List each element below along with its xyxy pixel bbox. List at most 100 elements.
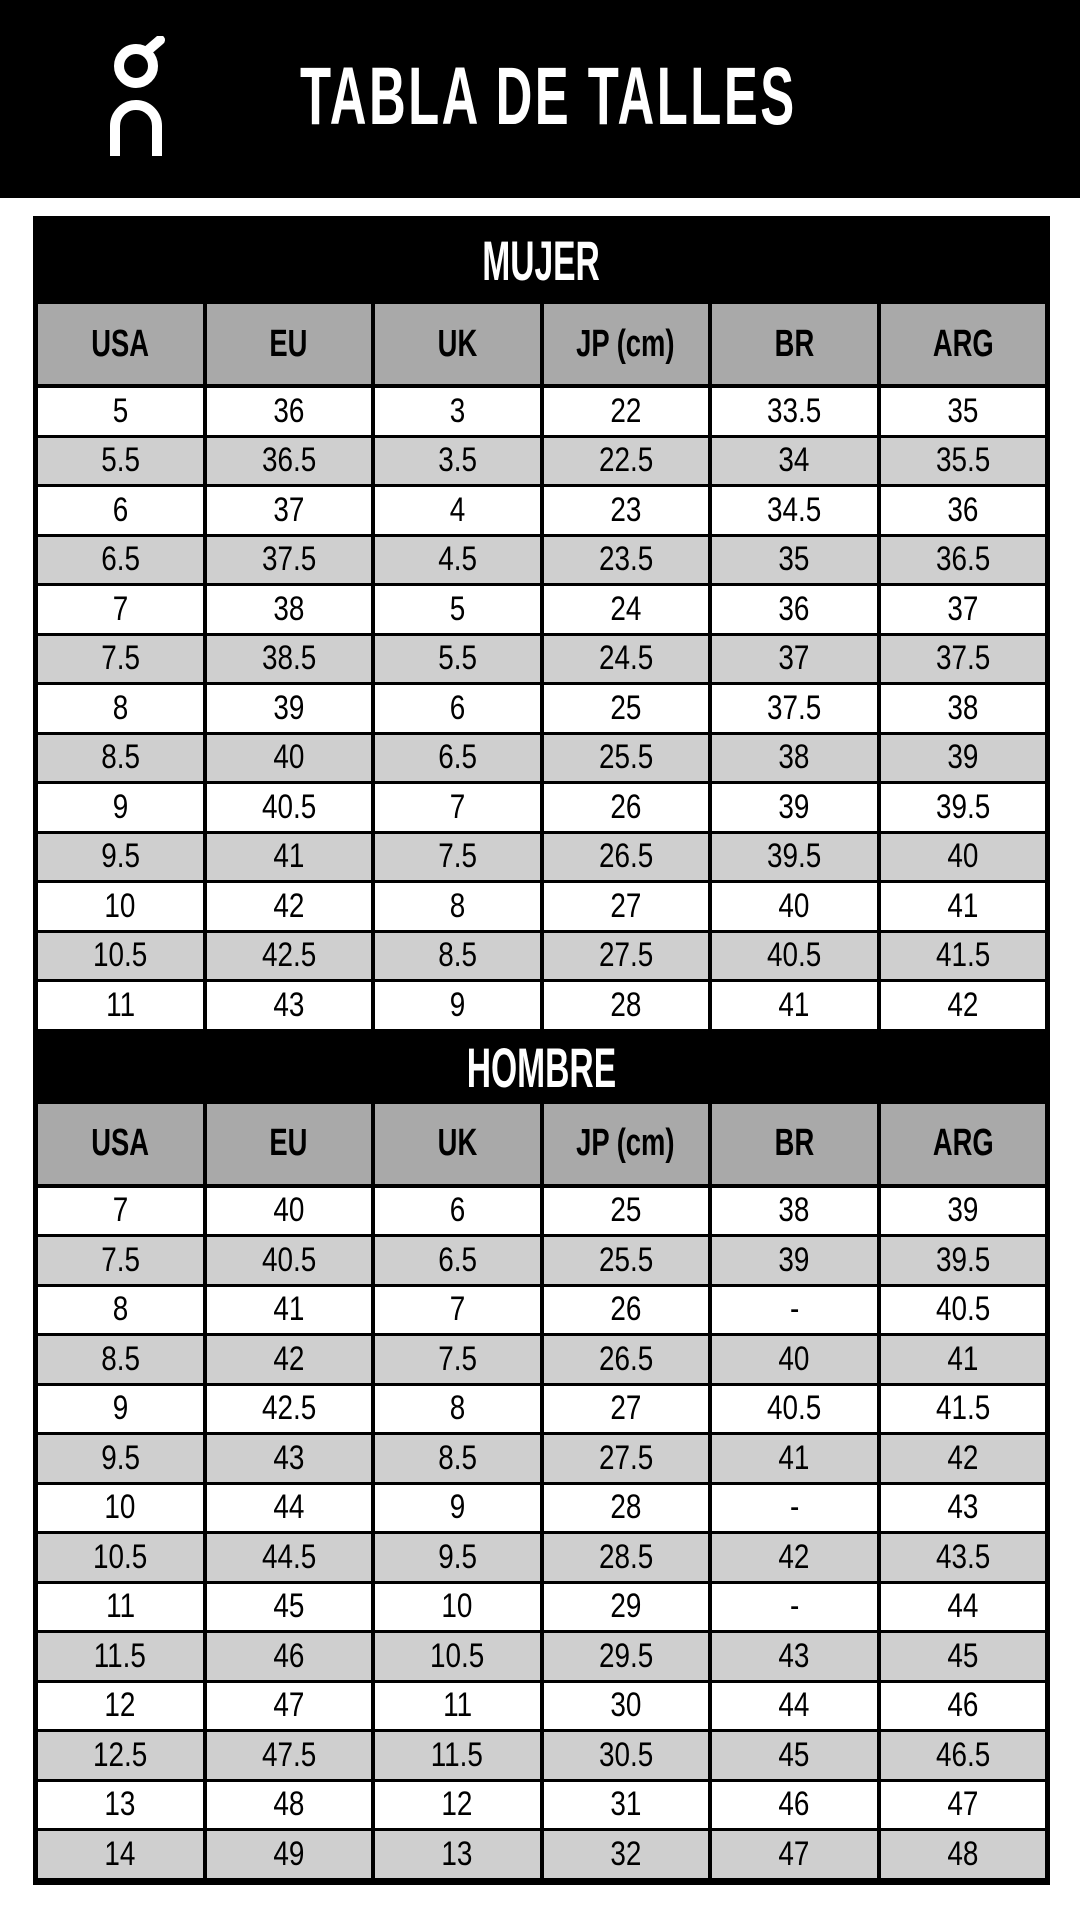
table-cell: 11 (38, 982, 203, 1029)
cell-value: 49 (273, 1834, 305, 1873)
cell-value: 6 (112, 490, 129, 529)
table-row: 6.5 37.5 4.5 23.5 35 36.5 (38, 536, 1045, 583)
cell-value: 42 (273, 1339, 305, 1378)
table-cell: 26 (543, 1286, 708, 1333)
table-cell: 42.5 (206, 932, 371, 979)
table-cell: 7 (38, 586, 203, 633)
table-cell: 7.5 (38, 1237, 203, 1284)
cell-value: 7.5 (100, 639, 140, 678)
table-cell: 38 (712, 734, 877, 781)
cell-value: 3.5 (437, 441, 477, 480)
table-cell: 40 (712, 1336, 877, 1383)
table-cell: 39.5 (880, 784, 1045, 831)
table-row: 11 45 10 29 - 44 (38, 1583, 1045, 1630)
cell-value: 6.5 (437, 738, 477, 777)
column-header: USA (38, 304, 203, 384)
table-cell: - (712, 1484, 877, 1531)
cell-value: 36 (947, 490, 979, 529)
column-header-label: UK (437, 322, 478, 365)
cell-value: 24.5 (598, 639, 653, 678)
column-header-label: JP (cm) (576, 1122, 675, 1164)
cell-value: 8 (449, 1389, 466, 1428)
cell-value: 5 (449, 589, 466, 628)
cell-value: 9 (112, 787, 129, 826)
cell-value: 39.5 (935, 1240, 990, 1279)
cell-value: 40.5 (767, 1389, 822, 1428)
cell-value: 11 (442, 1686, 472, 1725)
column-header-label: UK (437, 1122, 478, 1164)
cell-value: 29 (610, 1587, 642, 1626)
cell-value: 7 (112, 589, 129, 628)
cell-value: 38 (778, 738, 810, 777)
cell-value: 45 (778, 1735, 810, 1774)
cell-value: 8 (112, 688, 129, 727)
cell-value: 6 (449, 688, 466, 727)
table-cell: 9.5 (38, 1435, 203, 1482)
cell-value: 40.5 (261, 787, 316, 826)
cell-value: 10.5 (93, 1537, 148, 1576)
cell-value: 42.5 (261, 936, 316, 975)
cell-value: 36 (273, 391, 305, 430)
table-cell: 38 (712, 1187, 877, 1234)
table-row: 9.5 41 7.5 26.5 39.5 40 (38, 833, 1045, 880)
table-cell: 10.5 (38, 932, 203, 979)
column-header: EU (206, 1103, 371, 1184)
column-header-label: JP (cm) (576, 322, 675, 365)
table-cell: 47 (880, 1781, 1045, 1828)
table-cell: 7.5 (375, 833, 540, 880)
table-cell: 30.5 (543, 1732, 708, 1779)
cell-value: 48 (273, 1785, 305, 1824)
table-row: 7 40 6 25 38 39 (38, 1187, 1045, 1234)
column-header-label: USA (91, 1122, 150, 1164)
table-cell: 47 (206, 1682, 371, 1729)
table-cell: 9 (375, 1484, 540, 1531)
table-cell: 27.5 (543, 1435, 708, 1482)
table-cell: 9 (375, 982, 540, 1029)
table-cell: 9.5 (375, 1534, 540, 1581)
cell-value: 28 (610, 1488, 642, 1527)
cell-value: 27 (610, 1389, 642, 1428)
cell-value: 13 (104, 1785, 136, 1824)
column-header-label: USA (91, 322, 150, 365)
cell-value: 7 (449, 787, 466, 826)
cell-value: 38 (947, 688, 979, 727)
table-cell: 22 (543, 388, 708, 435)
table-cell: 10 (375, 1583, 540, 1630)
table-cell: 12 (375, 1781, 540, 1828)
cell-value: 4 (449, 490, 466, 529)
table-cell: 42.5 (206, 1385, 371, 1432)
cell-value: 42 (778, 1537, 810, 1576)
table-cell: 8.5 (375, 932, 540, 979)
table-cell: 23.5 (543, 536, 708, 583)
cell-value: 36.5 (261, 441, 316, 480)
cell-value: 30.5 (598, 1735, 653, 1774)
column-header-label: BR (774, 322, 815, 365)
column-header-label: ARG (932, 1122, 994, 1164)
table-cell: 49 (206, 1831, 371, 1878)
table-cell: 39 (206, 685, 371, 732)
table-row: 10.5 44.5 9.5 28.5 42 43.5 (38, 1534, 1045, 1581)
table-cell: 5 (375, 586, 540, 633)
cell-value: 40 (778, 1339, 810, 1378)
table-cell: 5 (38, 388, 203, 435)
cell-value: 42 (947, 985, 979, 1024)
cell-value: 8.5 (437, 936, 477, 975)
table-cell: 41 (206, 1286, 371, 1333)
on-logo-icon (110, 36, 165, 156)
cell-value: 10.5 (430, 1636, 485, 1675)
table-cell: 40.5 (880, 1286, 1045, 1333)
cell-value: 43.5 (935, 1537, 990, 1576)
cell-value: 8 (112, 1290, 129, 1329)
table-cell: 42 (206, 883, 371, 930)
cell-value: 10 (104, 886, 136, 925)
cell-value: 12 (104, 1686, 136, 1725)
table-cell: 25.5 (543, 734, 708, 781)
table-cell: 42 (206, 1336, 371, 1383)
table-cell: 8 (375, 883, 540, 930)
table-cell: 30 (543, 1682, 708, 1729)
table-cell: 42 (712, 1534, 877, 1581)
table-row: 9 42.5 8 27 40.5 41.5 (38, 1385, 1045, 1432)
cell-value: 40 (947, 837, 979, 876)
table-cell: 28 (543, 982, 708, 1029)
table-cell: 7 (38, 1187, 203, 1234)
